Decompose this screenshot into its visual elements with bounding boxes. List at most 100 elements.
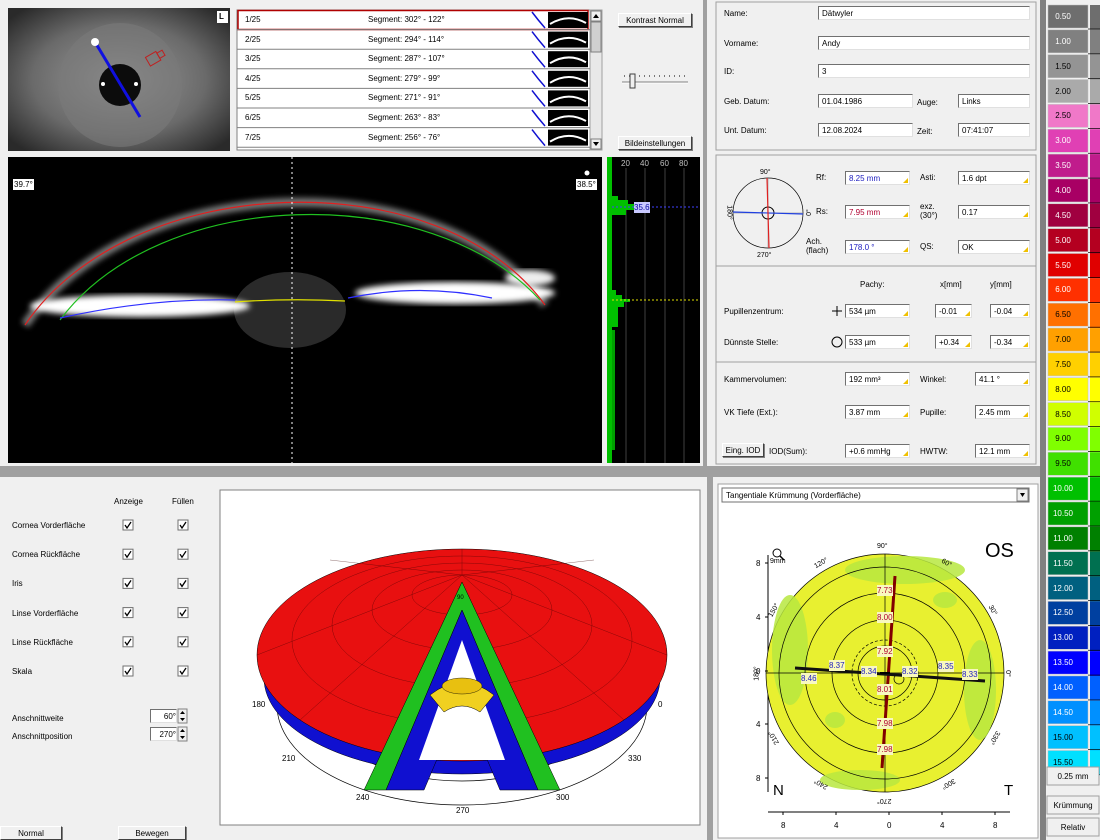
curvature-value: 8.33 — [962, 669, 978, 680]
checkbox[interactable] — [177, 665, 189, 677]
scale-setting[interactable]: Krümmung — [1053, 801, 1093, 810]
segment-index[interactable]: 6/25 — [245, 113, 261, 122]
anterior-chamber-3d-part-part — [256, 574, 463, 656]
pachy-value: -0.01 — [935, 304, 972, 318]
scale-swatch — [1047, 54, 1089, 78]
move-button[interactable]: Bewegen — [118, 826, 186, 840]
iod-button[interactable]: Eing. IOD — [722, 443, 764, 457]
curvature-value: 8.46 — [801, 673, 817, 684]
compass-label: 90° — [760, 169, 771, 176]
kerato-value: 0.17 — [958, 205, 1030, 219]
segment-label[interactable]: Segment: 302° - 122° — [368, 15, 445, 24]
scheimpflug-image-part — [234, 299, 346, 303]
segment-index[interactable]: 1/25 — [245, 15, 261, 24]
kerato-value: 7.95 mm — [845, 205, 910, 219]
checkbox — [122, 665, 134, 677]
scale-label: 15.50 — [1052, 757, 1074, 767]
scale-edge — [1090, 303, 1100, 329]
contrast-slider — [622, 73, 688, 89]
checkbox — [177, 519, 189, 531]
checkbox[interactable] — [177, 548, 189, 560]
scale-edge — [1090, 203, 1100, 229]
checkbox[interactable] — [177, 607, 189, 619]
checkbox — [177, 665, 189, 677]
checkbox[interactable] — [122, 636, 134, 648]
segment-label[interactable]: Segment: 263° - 83° — [368, 113, 441, 122]
checkbox[interactable] — [177, 636, 189, 648]
layer-label: Skala — [12, 667, 33, 676]
kerato-value: 8.25 mm — [845, 171, 910, 185]
curvature-value: 8.01 — [877, 684, 893, 695]
patient-value: 07:41:07 — [958, 123, 1030, 137]
segment-index[interactable]: 4/25 — [245, 73, 261, 83]
scale-edge — [1090, 725, 1100, 751]
scale-swatch — [1047, 352, 1089, 377]
pachy-label: Pupillenzentrum: — [724, 307, 784, 316]
eye-camera-image-part-part — [156, 49, 166, 60]
map-dropdown[interactable]: Tangentiale Krümmung (Vorderfläche) — [726, 491, 861, 500]
scale-swatch — [1047, 501, 1089, 526]
checkmark — [124, 550, 132, 559]
contrast-button[interactable]: Kontrast Normal — [618, 13, 692, 27]
segment-index[interactable]: 5/25 — [245, 93, 261, 103]
checkbox[interactable] — [177, 577, 189, 589]
checkbox — [177, 636, 189, 648]
segment-thumbnail-arc — [549, 134, 587, 143]
curvature-map-part — [794, 666, 986, 683]
scale-button-frame — [1046, 766, 1100, 786]
checkbox[interactable] — [122, 607, 134, 619]
checkbox[interactable] — [122, 577, 134, 589]
curvature-map-part-part — [825, 712, 845, 728]
segment-label[interactable]: Segment: 271° - 91° — [368, 93, 441, 103]
checkmark — [179, 550, 187, 559]
segment-profile — [531, 11, 546, 29]
scale-label: 1.50 — [1055, 61, 1071, 71]
histogram-part — [612, 196, 634, 215]
pachy-value: 533 µm — [845, 335, 910, 349]
patient-label: ID: — [724, 67, 735, 76]
checkbox[interactable] — [177, 519, 189, 531]
checkbox[interactable] — [122, 548, 134, 560]
anterior-chamber-3d-part-part — [329, 559, 463, 576]
anterior-chamber-3d-part-part — [461, 574, 668, 656]
curvature-value: 8.35 — [938, 661, 954, 672]
checkbox — [122, 636, 134, 648]
checkbox[interactable] — [122, 519, 134, 531]
scale-label: 5.50 — [1055, 260, 1071, 270]
scale-swatch — [1047, 700, 1089, 725]
checkbox[interactable] — [122, 665, 134, 677]
normal-button[interactable]: Normal — [0, 826, 62, 840]
patient-label: Geb. Datum: — [724, 97, 770, 106]
scale-setting[interactable]: Relativ — [1060, 823, 1086, 832]
segment-label[interactable]: Segment: 294° - 114° — [368, 34, 445, 44]
segment-label[interactable]: Segment: 287° - 107° — [368, 54, 445, 64]
histogram-part — [612, 290, 630, 327]
curvature-value: 7.98 — [877, 744, 893, 755]
scale-setting[interactable]: 0.25 mm — [1057, 772, 1089, 781]
segment-profile — [531, 70, 546, 88]
segment-thumbnail-arc — [549, 36, 587, 45]
patient-label: Unt. Datum: — [724, 126, 767, 135]
angle-label: 0° — [1003, 670, 1011, 677]
scheimpflug-image-part — [24, 201, 546, 326]
segment-label[interactable]: Segment: 256° - 76° — [368, 132, 441, 142]
curvature-value: 8.34 — [861, 666, 877, 677]
segment-index[interactable]: 2/25 — [245, 34, 261, 44]
pachy-header: x[mm] — [940, 280, 962, 289]
checkbox — [122, 577, 134, 589]
compass-label: 270° — [757, 252, 772, 259]
settings-button[interactable]: Bildeinstellungen — [618, 136, 692, 150]
anterior-chamber-3d-part-part — [461, 574, 625, 721]
segment-index[interactable]: 7/25 — [245, 132, 261, 142]
histogram-tick: 20 — [621, 159, 630, 168]
segment-label[interactable]: Segment: 279° - 99° — [368, 73, 441, 83]
scale-edge — [1090, 54, 1100, 80]
scale-swatch — [1047, 253, 1089, 277]
kerato-label: Ach. (flach) — [806, 237, 829, 255]
scheimpflug-image-part — [234, 272, 346, 348]
cut-label: Anschnittweite — [12, 714, 64, 723]
compass-label: 0° — [805, 209, 813, 216]
histogram-part — [607, 157, 612, 463]
segment-index[interactable]: 3/25 — [245, 54, 261, 64]
